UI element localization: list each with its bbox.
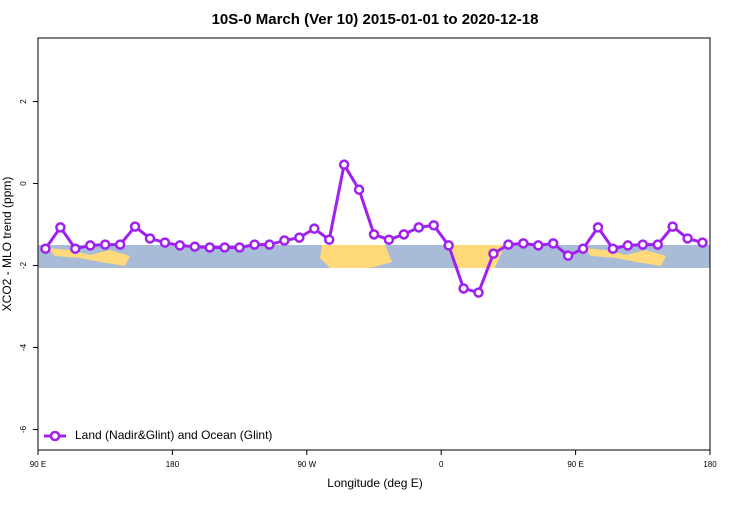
x-tick-label: 180 [166,460,180,469]
data-point [652,239,663,250]
y-tick-label: -6 [19,425,28,433]
data-point [383,234,395,245]
x-tick-label: 180 [703,460,717,469]
data-point [353,184,365,195]
y-tick-label: 2 [19,99,28,104]
x-axis-label: Longitude (deg E) [327,476,422,490]
data-point [607,243,619,254]
data-point [338,159,350,170]
chart-title: 10S-0 March (Ver 10) 2015-01-01 to 2020-… [212,11,539,28]
y-tick-label: -2 [19,261,28,269]
legend-label: Land (Nadir&Glint) and Ocean (Glint) [75,428,272,442]
data-point [667,221,678,232]
data-point [518,238,529,249]
data-point [114,239,126,250]
x-tick-label: 90 E [567,460,583,469]
x-tick-label: 90 W [297,460,316,469]
data-point [189,241,201,252]
data-point [488,248,499,259]
y-axis-label: XCO2 - MLO trend (ppm) [0,177,14,312]
data-point [40,243,51,254]
data-point [428,220,439,231]
data-point [592,222,604,233]
data-point [309,223,320,234]
series-line [44,163,703,295]
data-point [294,232,305,243]
data-point [204,242,215,253]
data-point [562,250,574,261]
data-point [234,242,245,253]
data-point [159,237,171,248]
data-point [99,239,111,250]
data-point [697,237,708,248]
data-point [144,233,156,244]
data-point [279,235,290,246]
data-point [622,240,634,251]
data-point [533,240,544,251]
data-point [577,243,589,254]
data-point [547,238,559,249]
data-point [85,240,96,251]
data-point [398,229,410,240]
y-tick-label: -4 [19,343,28,351]
plot-frame [37,37,711,451]
data-point [55,222,66,233]
data-point [473,287,484,298]
data-point [413,222,425,233]
data-point [503,239,514,250]
data-point [368,229,380,240]
data-point [637,239,649,250]
data-point [443,240,454,251]
data-point [174,240,186,251]
legend-marker [49,430,61,442]
data-point [129,221,141,232]
data-point [249,239,260,250]
data-point [264,239,275,250]
y-tick-label: 0 [19,181,28,186]
data-point [70,243,81,254]
data-point [682,233,693,244]
data-point [323,234,335,245]
x-tick-label: 90 E [30,460,46,469]
data-point [458,283,469,294]
data-point [219,242,230,253]
x-tick-label: 0 [439,460,444,469]
